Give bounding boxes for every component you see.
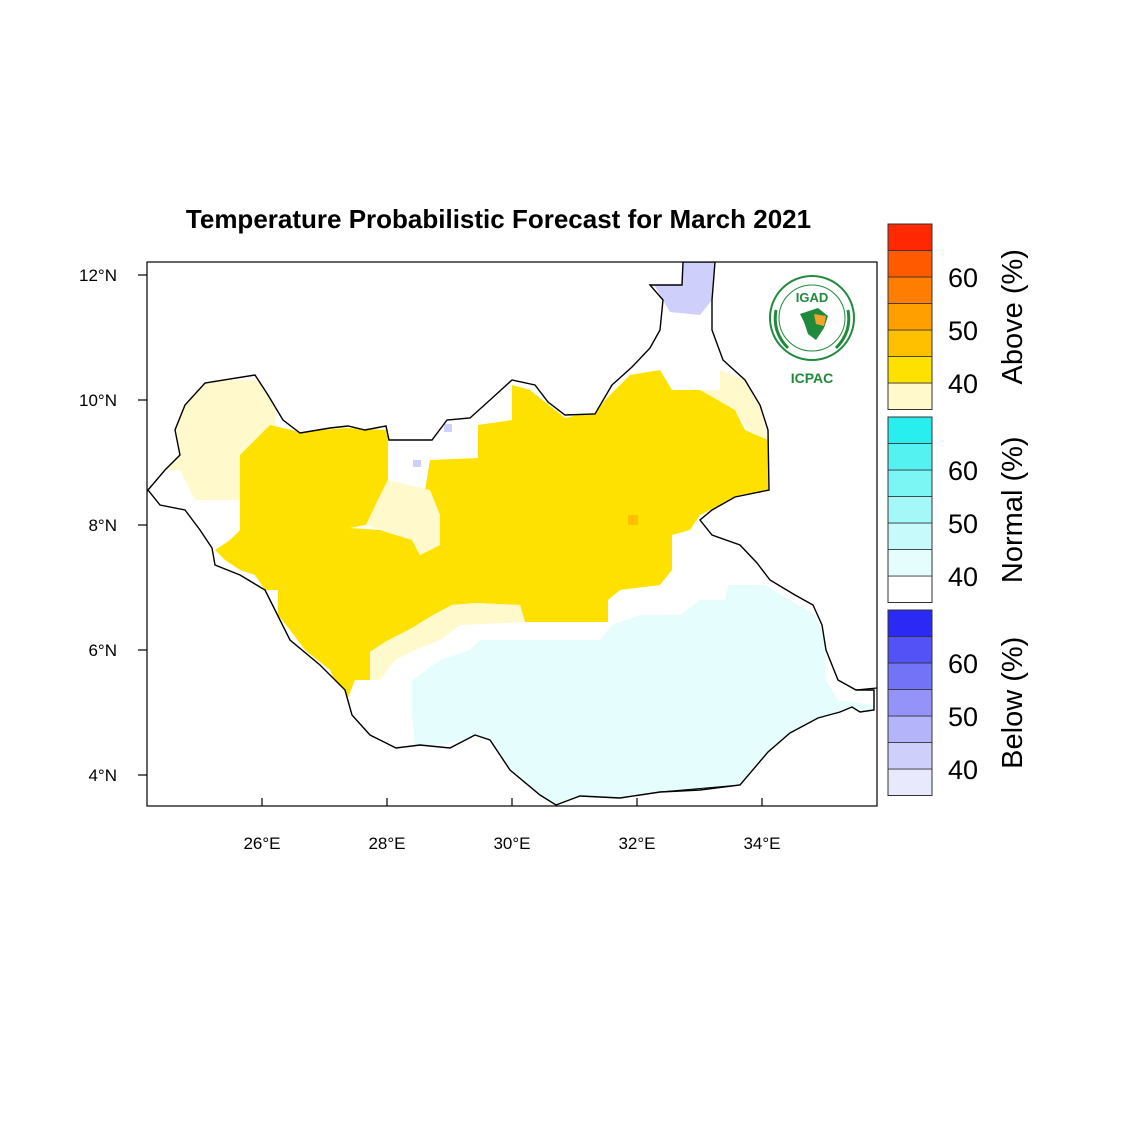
- above-40-ne: [700, 370, 768, 440]
- lon-tick-label-4: 34°E: [743, 834, 780, 853]
- latitude-axis: 12°N 10°N 8°N 6°N 4°N: [79, 266, 147, 785]
- normal-colorbar-label-1: 50: [948, 509, 978, 539]
- below-colorbar-frame: [887, 609, 933, 796]
- above-colorbar-cell-5: [887, 250, 933, 278]
- lat-tick-label-0: 12°N: [79, 266, 117, 285]
- normal-colorbar-cell-6: [887, 416, 933, 444]
- lat-tick-label-2: 8°N: [88, 516, 117, 535]
- below-40-cell-b: [413, 460, 421, 467]
- lat-tick-label-3: 6°N: [88, 641, 117, 660]
- above-colorbar-cell-6: [887, 223, 933, 251]
- longitude-axis: 26°E 28°E 30°E 32°E 34°E: [243, 798, 781, 853]
- below-colorbar-cell-6: [887, 609, 933, 637]
- normal-colorbar-cell-0: [887, 575, 933, 603]
- colorbar-group: 40 50 60 Above (%) 40 50 60 Normal (%) 40 50 60 Bel…: [887, 223, 1029, 796]
- above-colorbar-cell-3: [887, 303, 933, 331]
- below-colorbar-cell-5: [887, 636, 933, 664]
- lon-tick-label-0: 26°E: [243, 834, 280, 853]
- below-colorbar-label-1: 50: [948, 702, 978, 732]
- above-40-west: [150, 380, 300, 500]
- below-colorbar-cell-4: [887, 662, 933, 690]
- above-colorbar-cell-2: [887, 329, 933, 357]
- normal-colorbar-label-0: 40: [948, 562, 978, 592]
- above-colorbar-label-2: 60: [948, 263, 978, 293]
- normal-colorbar-title: Normal (%): [997, 436, 1029, 583]
- below-colorbar-cell-0: [887, 768, 933, 796]
- above-colorbar-cell-1: [887, 356, 933, 384]
- east-border-fragment: [855, 687, 877, 691]
- above-colorbar-cell-0: [887, 382, 933, 410]
- above-40-center: [366, 480, 440, 555]
- normal-colorbar-cell-3: [887, 496, 933, 524]
- below-colorbar-label-2: 60: [948, 649, 978, 679]
- logo-bottom-text: ICPAC: [791, 370, 834, 386]
- map-title: Temperature Probabilistic Forecast for M…: [185, 204, 812, 234]
- below-colorbar-cell-2: [887, 715, 933, 743]
- below-40-cell-a: [444, 424, 452, 432]
- lon-tick-label-2: 30°E: [493, 834, 530, 853]
- above-50-cell: [628, 515, 638, 525]
- below-colorbar-cell-1: [887, 742, 933, 770]
- normal-colorbar-label-2: 60: [948, 456, 978, 486]
- normal-colorbar-cell-2: [887, 522, 933, 550]
- lon-tick-label-3: 32°E: [618, 834, 655, 853]
- below-colorbar-label-0: 40: [948, 755, 978, 785]
- normal-colorbar-cell-1: [887, 549, 933, 577]
- below-colorbar-cell-3: [887, 689, 933, 717]
- below-colorbar-title: Below (%): [997, 637, 1029, 769]
- above-colorbar-frame: [887, 223, 933, 410]
- normal-colorbar-cell-5: [887, 443, 933, 471]
- above-45-main: [215, 370, 768, 705]
- above-colorbar-title: Above (%): [997, 249, 1029, 384]
- lon-tick-label-1: 28°E: [368, 834, 405, 853]
- lat-tick-label-4: 4°N: [88, 766, 117, 785]
- above-40-south: [370, 603, 525, 680]
- above-colorbar-cell-4: [887, 276, 933, 304]
- lat-tick-label-1: 10°N: [79, 391, 117, 410]
- normal-colorbar-frame: [887, 416, 933, 603]
- logo-top-text: IGAD: [796, 290, 829, 305]
- above-colorbar-label-0: 40: [948, 369, 978, 399]
- above-colorbar-label-1: 50: [948, 316, 978, 346]
- normal-colorbar-cell-4: [887, 469, 933, 497]
- normal-40-se: [412, 585, 874, 805]
- igad-icpac-logo: IGAD ICPAC: [769, 275, 855, 386]
